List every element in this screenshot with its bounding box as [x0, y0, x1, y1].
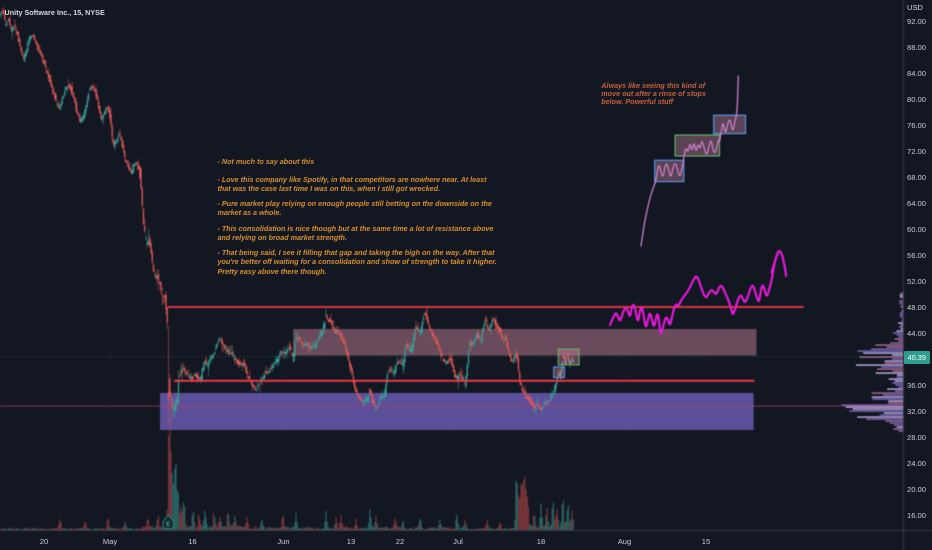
svg-text:E: E [166, 521, 171, 528]
